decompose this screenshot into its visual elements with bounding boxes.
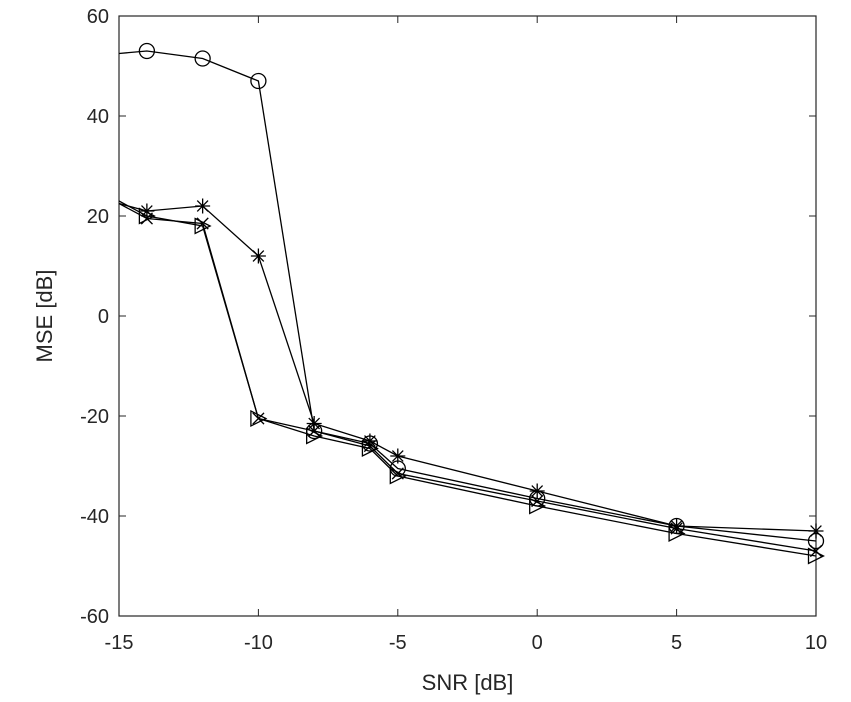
triangle-right-marker — [306, 427, 324, 445]
star-marker — [195, 198, 211, 214]
x-tick-label: 0 — [532, 632, 543, 654]
triangle-right-marker — [389, 467, 407, 485]
x-tick-label: -5 — [389, 632, 407, 654]
triangle-right-marker — [361, 439, 379, 458]
triangle-right-marker — [138, 207, 156, 225]
x-marker — [252, 412, 265, 425]
series-star — [119, 198, 824, 539]
y-tick-label: 0 — [98, 306, 109, 328]
triangle-right-marker — [194, 217, 212, 235]
axis-layer: -15 -10 -5 0 5 10 -60 -40 -20 0 20 40 60 — [80, 6, 827, 654]
x-marker — [140, 212, 153, 225]
y-tick-label: 40 — [87, 106, 109, 128]
x-tick-label: 10 — [805, 632, 827, 654]
y-tick-label: -40 — [80, 506, 109, 528]
triangle-right-marker — [529, 497, 547, 515]
circle-marker — [138, 42, 156, 60]
circle-marker — [250, 72, 267, 90]
triangle-right-marker — [250, 409, 268, 428]
x-marker — [809, 544, 823, 558]
star-marker — [529, 483, 545, 499]
x-marker — [670, 522, 683, 535]
x-tick-label: -10 — [244, 632, 273, 654]
series-line-star — [119, 202, 816, 532]
star-marker — [808, 523, 824, 539]
triangle-right-marker — [807, 547, 825, 565]
y-tick-label: -60 — [80, 606, 109, 628]
x-tick-label: -15 — [105, 632, 134, 654]
x-marker — [531, 494, 544, 508]
series-layer — [119, 42, 825, 565]
star-marker — [306, 416, 322, 431]
series-x — [119, 202, 823, 558]
star-marker — [362, 433, 378, 449]
y-tick-label: -20 — [80, 406, 109, 428]
star-marker — [390, 448, 406, 464]
star-marker — [139, 203, 155, 219]
x-marker — [196, 217, 209, 230]
y-tick-label: 20 — [87, 206, 109, 228]
x-tick-label: 5 — [671, 632, 682, 654]
x-marker — [363, 439, 377, 453]
series-line-x — [119, 202, 816, 552]
star-marker — [250, 248, 266, 264]
x-marker — [308, 424, 321, 438]
plot-frame — [118, 15, 817, 617]
x-marker — [391, 467, 404, 480]
y-tick-label: 60 — [87, 6, 109, 28]
series-line-circle — [119, 50, 816, 542]
star-marker — [669, 518, 685, 534]
circle-marker — [194, 50, 211, 67]
triangle-right-marker — [668, 524, 686, 543]
plot-area — [118, 15, 817, 617]
x-axis-label: SNR [dB] — [422, 670, 514, 695]
y-axis-label: MSE [dB] — [32, 270, 57, 363]
